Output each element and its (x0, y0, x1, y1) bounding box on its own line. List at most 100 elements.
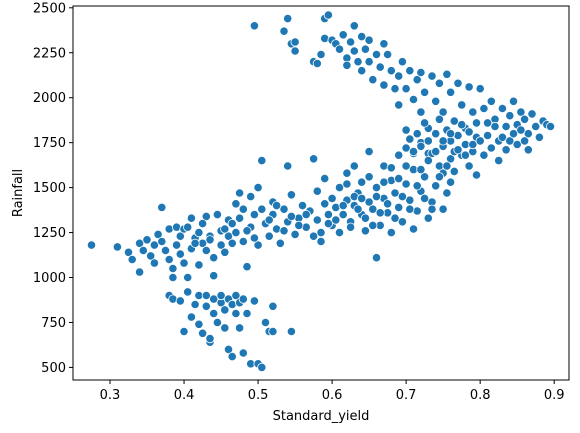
y-axis: 500 750 1000 1250 1500 1750 2000 2250 2500 (33, 1, 73, 376)
data-point (431, 96, 441, 106)
y-tick-label: 500 (41, 361, 66, 376)
data-point (434, 172, 444, 182)
data-point (290, 37, 300, 47)
data-point (201, 245, 211, 256)
data-point (153, 229, 163, 239)
data-point (342, 179, 352, 189)
data-point (434, 78, 444, 88)
data-point (257, 362, 267, 372)
data-point (364, 57, 374, 67)
data-point (175, 296, 185, 306)
data-point (179, 258, 189, 268)
data-point (464, 161, 474, 171)
y-tick-label: 2250 (33, 46, 66, 61)
data-point (442, 161, 452, 171)
data-point (186, 312, 196, 322)
data-point (201, 301, 211, 311)
data-point (423, 213, 433, 223)
y-axis-label: Rainfall (11, 169, 26, 217)
data-point (231, 228, 241, 238)
data-point (397, 57, 407, 67)
data-point (168, 272, 178, 283)
data-point (334, 183, 345, 193)
data-point (394, 100, 404, 110)
data-point (482, 118, 493, 128)
data-point (349, 46, 359, 56)
data-point (227, 351, 237, 362)
data-point (371, 253, 382, 263)
y-tick-label: 1750 (33, 136, 66, 151)
data-point (286, 326, 296, 337)
data-point (308, 154, 319, 164)
data-point (453, 78, 463, 88)
y-tick-label: 750 (41, 316, 66, 331)
data-point (397, 217, 407, 227)
data-point (149, 240, 159, 250)
data-point (442, 188, 452, 198)
data-point (508, 96, 519, 106)
data-point (516, 107, 526, 117)
data-point (212, 317, 222, 328)
data-point (160, 245, 171, 256)
data-point (364, 35, 374, 45)
data-point (253, 240, 263, 250)
data-point (246, 192, 256, 202)
data-point (194, 260, 204, 270)
data-point (194, 228, 204, 238)
data-point (257, 156, 267, 166)
data-point (416, 141, 426, 151)
data-point (419, 118, 430, 128)
data-point (501, 121, 511, 132)
data-point (357, 177, 367, 187)
data-point (235, 213, 245, 223)
data-point (479, 150, 489, 160)
data-point (519, 114, 530, 124)
data-point (494, 156, 504, 166)
data-point (416, 67, 426, 78)
data-point (308, 231, 319, 241)
data-point (345, 222, 356, 232)
y-tick-label: 2500 (33, 1, 66, 16)
data-point (471, 170, 482, 180)
data-point (386, 175, 396, 185)
data-point (238, 204, 248, 214)
data-point (386, 163, 396, 173)
data-point (419, 87, 430, 97)
data-point (364, 197, 374, 207)
data-point (371, 192, 382, 202)
data-point (353, 57, 363, 67)
data-point (501, 145, 511, 155)
data-point (379, 80, 389, 90)
data-point (312, 58, 322, 69)
data-point (486, 143, 496, 153)
data-point (445, 87, 456, 97)
data-point (205, 333, 215, 344)
x-tick-label: 0.7 (396, 388, 417, 403)
data-point (331, 202, 341, 212)
data-point (227, 238, 237, 248)
data-point (419, 193, 430, 203)
data-point (401, 84, 411, 94)
data-point (301, 222, 311, 232)
data-point (375, 208, 385, 218)
data-point (360, 226, 370, 236)
data-point (401, 143, 411, 153)
plot-area-frame (72, 5, 570, 381)
data-point (220, 305, 230, 315)
data-point (482, 130, 493, 141)
data-point (334, 228, 345, 238)
data-point (397, 192, 407, 202)
data-point (375, 62, 385, 72)
data-point (190, 299, 200, 310)
data-point (201, 290, 211, 301)
data-point (323, 219, 333, 229)
data-point (357, 193, 367, 203)
data-point (183, 272, 193, 283)
data-point (423, 136, 433, 146)
data-point (168, 263, 178, 274)
y-tick-label: 1500 (33, 181, 66, 196)
data-point (405, 195, 415, 205)
data-point (323, 210, 333, 220)
data-point (268, 301, 278, 311)
